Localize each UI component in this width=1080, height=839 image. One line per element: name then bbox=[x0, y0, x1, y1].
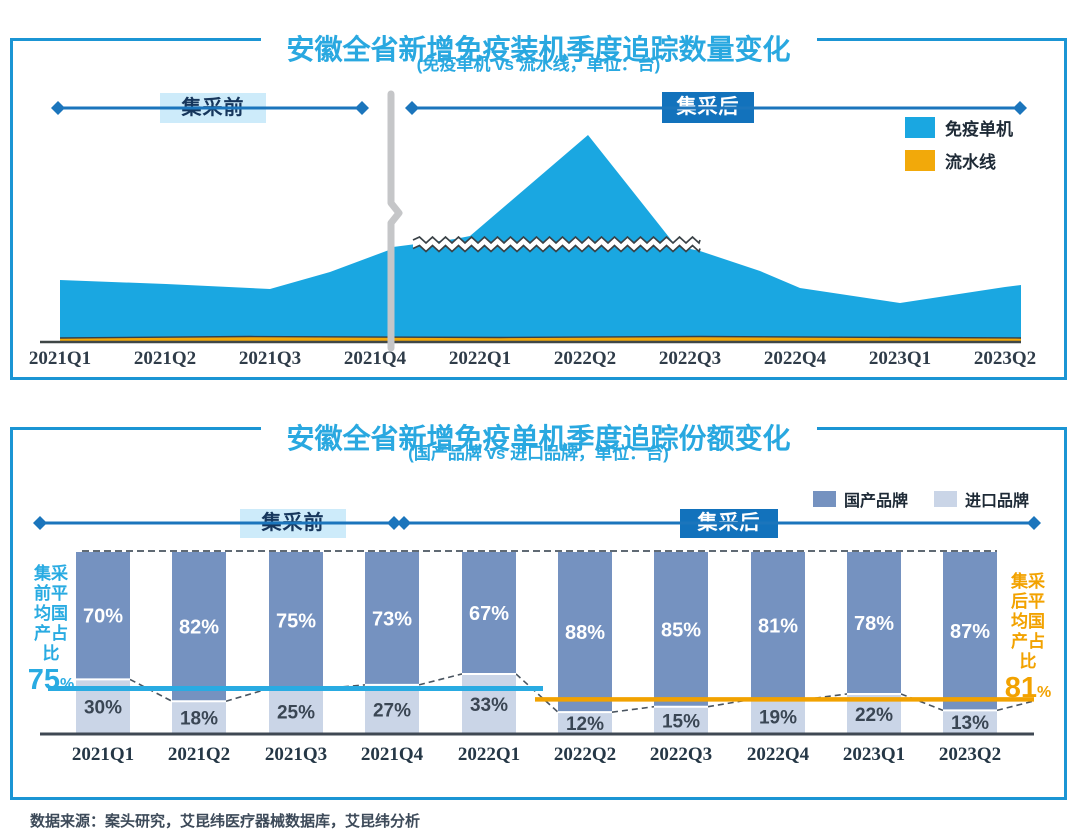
quantity-chart-subtitle: (免疫单机 vs 流水线，单位：台) bbox=[416, 55, 661, 74]
post-average-label: 集采后平均国产占比 bbox=[1011, 572, 1045, 671]
assembly-line-legend-label: 流水线 bbox=[945, 153, 996, 172]
pre-average-label: 集采前平均国产占比 bbox=[34, 564, 68, 663]
assembly-line-swatch-icon bbox=[905, 150, 935, 171]
immunoassay-legend-label: 免疫单机 bbox=[945, 120, 1013, 139]
immunoassay-swatch-icon bbox=[905, 117, 935, 138]
import-brand-legend-label: 进口品牌 bbox=[965, 493, 1030, 510]
quantity-chart-title: 安徽全省新增免疫装机季度追踪数量变化 bbox=[260, 32, 817, 67]
pre-procurement-tag: 集采前 bbox=[240, 509, 346, 538]
legend-item-assembly-line: 流水线 bbox=[905, 148, 1013, 173]
share-chart-title: 安徽全省新增免疫单机季度追踪份额变化 bbox=[260, 421, 817, 456]
share-chart-subtitle: (国产品牌 vs 进口品牌，单位：台) bbox=[408, 444, 669, 463]
legend-item-domestic: 国产品牌 bbox=[813, 487, 908, 511]
pre-average-value: 75% bbox=[27, 664, 75, 696]
quantity-chart-legend: 免疫单机 流水线 bbox=[905, 115, 1013, 181]
legend-item-import: 进口品牌 bbox=[934, 487, 1029, 511]
domestic-brand-legend-label: 国产品牌 bbox=[844, 493, 909, 510]
share-chart-legend: 国产品牌 进口品牌 bbox=[813, 487, 1029, 511]
post-procurement-tag: 集采后 bbox=[662, 92, 754, 123]
data-source-note: 数据来源：案头研究，艾昆纬医疗器械数据库，艾昆纬分析 bbox=[30, 813, 421, 830]
pre-procurement-tag: 集采前 bbox=[160, 93, 266, 123]
quantity-chart-card: 安徽全省新增免疫装机季度追踪数量变化 (免疫单机 vs 流水线，单位：台) 集采… bbox=[10, 32, 1067, 380]
share-chart-card: 安徽全省新增免疫单机季度追踪份额变化 (国产品牌 vs 进口品牌，单位：台) 国… bbox=[10, 421, 1067, 800]
domestic-brand-swatch-icon bbox=[813, 491, 836, 507]
pre-average-annotation: 集采前平均国产占比 75% bbox=[23, 564, 79, 701]
post-average-annotation: 集采后平均国产占比 81% bbox=[999, 572, 1057, 709]
import-brand-swatch-icon bbox=[934, 491, 958, 507]
post-average-value: 81% bbox=[1004, 672, 1052, 704]
post-procurement-tag: 集采后 bbox=[680, 509, 778, 538]
legend-item-immunoassay: 免疫单机 bbox=[905, 115, 1013, 140]
